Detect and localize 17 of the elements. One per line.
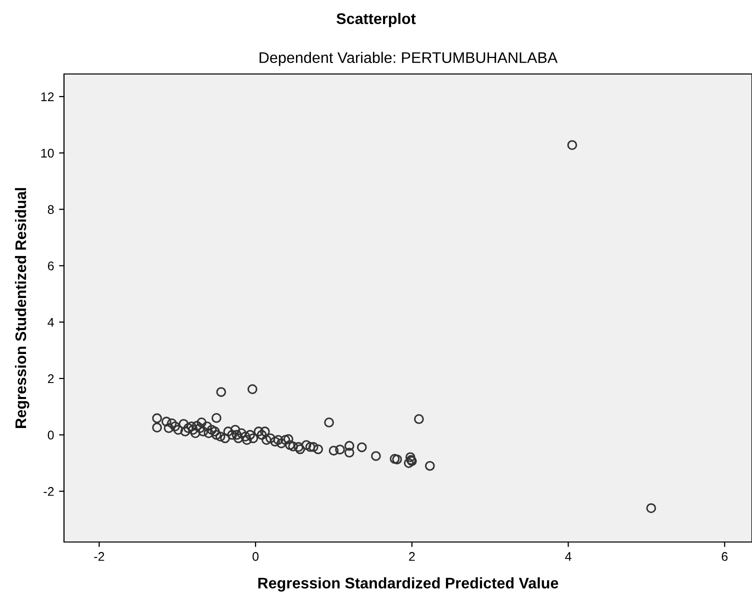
x-tick-label: 0 <box>252 552 259 561</box>
y-tick-label: 10 <box>41 148 54 158</box>
y-tick-label: 0 <box>48 430 54 440</box>
y-axis-title: Regression Studentized Residual <box>14 188 30 428</box>
x-tick-label: 6 <box>722 552 728 561</box>
y-tick-label: 2 <box>48 374 54 384</box>
x-tick-label: 4 <box>565 552 572 561</box>
chart-title: Scatterplot <box>336 12 416 28</box>
y-tick-label: 12 <box>41 92 54 102</box>
x-tick-label: -2 <box>94 552 104 561</box>
y-tick-label: 8 <box>48 205 54 214</box>
y-tick-label: -2 <box>44 487 54 496</box>
y-tick-label: 6 <box>48 262 54 270</box>
x-tick-label: 2 <box>409 552 415 561</box>
y-tick-label: 4 <box>48 318 54 327</box>
x-axis-title: Regression Standardized Predicted Value <box>258 577 558 592</box>
chart-subtitle: Dependent Variable: PERTUMBUHANLABA <box>260 52 558 66</box>
